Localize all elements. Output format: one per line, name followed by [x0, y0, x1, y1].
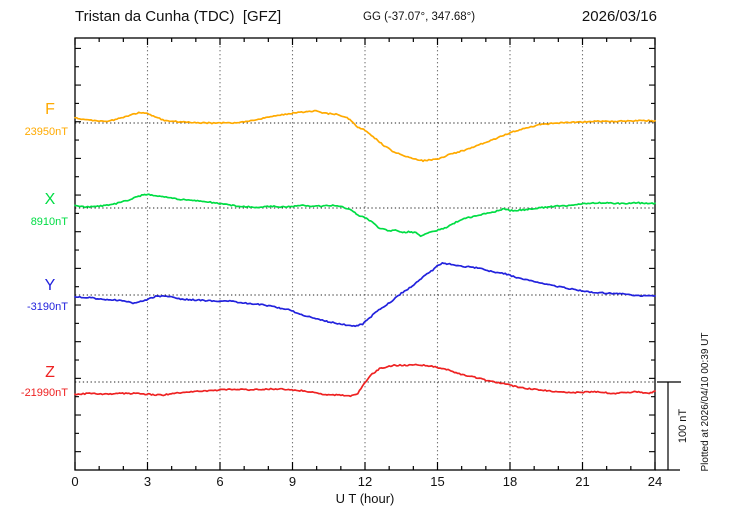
series-curve-y: [74, 261, 656, 328]
x-tick-label: 21: [575, 474, 590, 489]
x-tick-label: 3: [143, 474, 152, 489]
geo-coordinates: GG (-37.07°, 347.68°): [363, 11, 476, 23]
x-tick-label: 6: [216, 474, 224, 489]
x-tick-label: 9: [288, 474, 297, 489]
series-curve-z: [74, 363, 656, 398]
component-baseline-value-f: 23950nT: [24, 126, 68, 138]
component-label-f: F: [45, 101, 55, 118]
scale-bar-label: 100 nT: [677, 408, 689, 444]
component-label-y: Y: [44, 277, 56, 294]
x-tick-label: 15: [430, 474, 445, 489]
plotted-at-note: Plotted at 2026/04/10 00:39 UT: [700, 332, 711, 472]
component-label-x: X: [44, 191, 56, 208]
x-tick-label: 24: [647, 474, 663, 489]
component-label-z: Z: [45, 364, 55, 381]
series-curve-f: [74, 109, 656, 163]
plot-frame: [74, 37, 656, 471]
component-baseline-value-y: -3190nT: [27, 301, 68, 313]
plot-date: 2026/03/16: [581, 8, 657, 25]
x-tick-label: 12: [357, 474, 373, 489]
component-baseline-value-x: 8910nT: [30, 216, 68, 228]
x-tick-label: 0: [71, 474, 79, 489]
series-curve-x: [74, 193, 656, 238]
x-tick-label: 18: [502, 474, 518, 489]
station-title: Tristan da Cunha (TDC) [GFZ]: [75, 8, 282, 25]
component-baseline-value-z: -21990nT: [20, 387, 68, 399]
x-axis-label: U T (hour): [335, 491, 395, 506]
